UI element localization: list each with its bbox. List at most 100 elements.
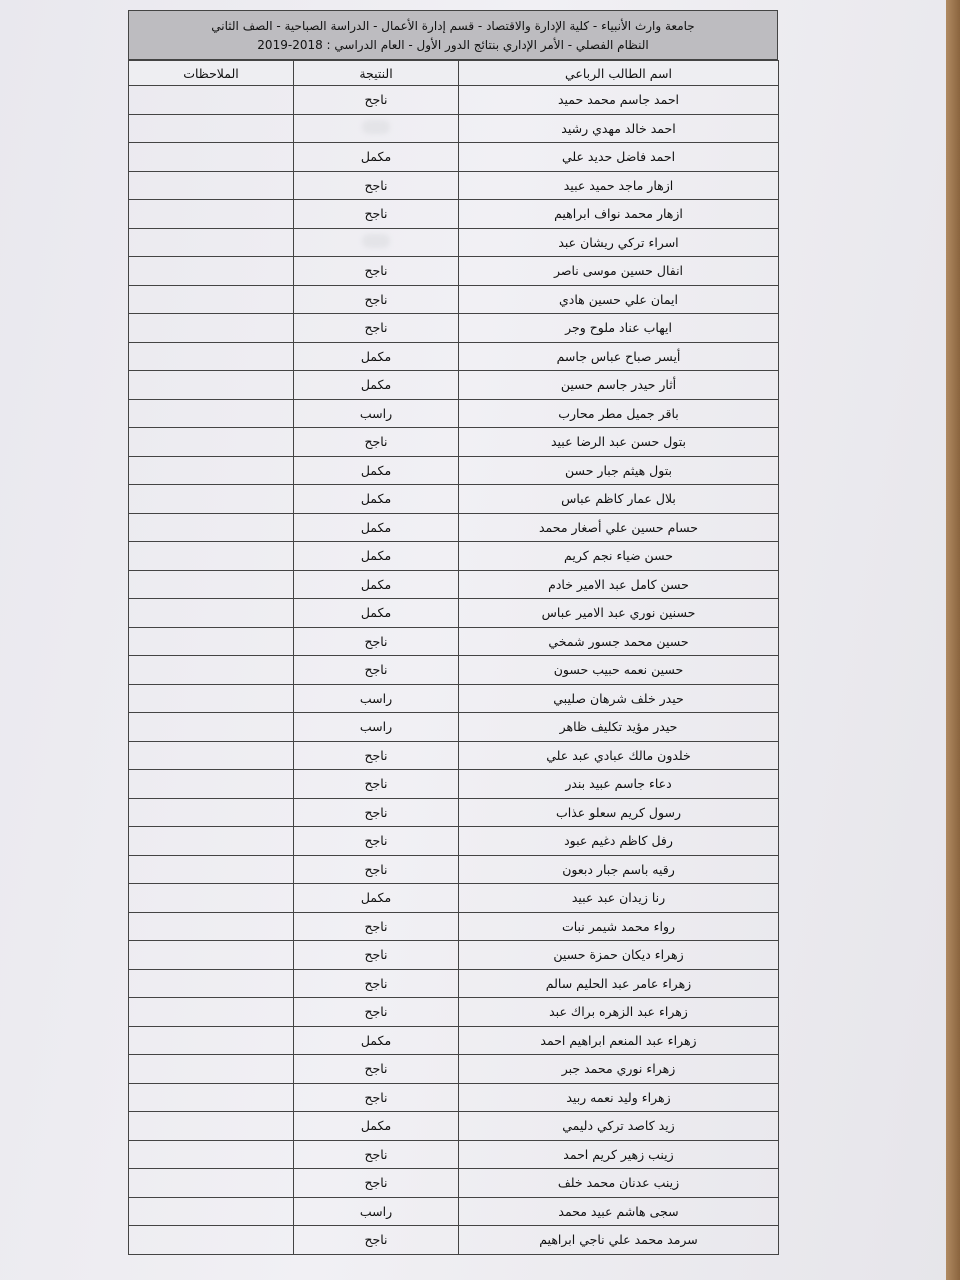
- result: مكمل: [293, 1111, 459, 1141]
- result: ناجح: [293, 769, 459, 799]
- result: راسب: [293, 712, 459, 742]
- table-row: دعاء جاسم عبيد بندر ناجح: [128, 769, 779, 799]
- table-row: زهراء ديكان حمزة حسين ناجح: [128, 940, 779, 970]
- notes-cell: [128, 1054, 294, 1084]
- result: ناجح: [293, 1168, 459, 1198]
- result: ناجح: [293, 911, 459, 941]
- student-name: زهراء ديكان حمزة حسين: [458, 940, 779, 970]
- column-header: النتيجة: [293, 60, 459, 86]
- result: مكمل: [293, 370, 459, 400]
- results-table: اسم الطالب الرباعي النتيجة الملاحظات احم…: [128, 60, 779, 1255]
- table-row: احمد جاسم محمد حميد ناجح: [128, 85, 779, 115]
- table-row: رواء محمد شيمر نبات ناجح: [128, 911, 779, 941]
- notes-cell: [128, 1025, 294, 1055]
- notes-cell: [128, 541, 294, 571]
- result: ناجح: [293, 797, 459, 827]
- notes-cell: [128, 199, 294, 229]
- notes-cell: [128, 968, 294, 998]
- student-name: حيدر خلف شرهان صليبي: [458, 683, 779, 713]
- notes-cell: [128, 826, 294, 856]
- result: ناجح: [293, 199, 459, 229]
- result: مكمل: [293, 142, 459, 172]
- student-name: سرمد محمد علي ناجي ابراهيم: [458, 1225, 779, 1255]
- student-name: رقيه باسم جبار دبعون: [458, 854, 779, 884]
- result: مكمل: [293, 883, 459, 913]
- table-row: ايهاب عناد ملوح وجر ناجح: [128, 313, 779, 343]
- result: ناجح: [293, 655, 459, 685]
- student-name: سجى هاشم عبيد محمد: [458, 1196, 779, 1226]
- table-row: زينب زهير كريم احمد ناجح: [128, 1139, 779, 1169]
- result: ناجح: [293, 427, 459, 457]
- notes-cell: [128, 1225, 294, 1255]
- result: مكمل: [293, 484, 459, 514]
- notes-cell: [128, 142, 294, 172]
- student-name: ايهاب عناد ملوح وجر: [458, 313, 779, 343]
- student-name: ازهار محمد نواف ابراهيم: [458, 199, 779, 229]
- result: مكمل: [293, 512, 459, 542]
- student-name: خلدون مالك عبادي عبد علي: [458, 740, 779, 770]
- redaction-blur: [362, 119, 390, 134]
- result: ناجح: [293, 1225, 459, 1255]
- result: ناجح: [293, 940, 459, 970]
- student-name: ايمان علي حسين هادي: [458, 284, 779, 314]
- student-name: رواء محمد شيمر نبات: [458, 911, 779, 941]
- table-row: ازهار ماجد حميد عبيد ناجح: [128, 170, 779, 200]
- notes-cell: [128, 712, 294, 742]
- table-row: حسين نعمه حبيب حسون ناجح: [128, 655, 779, 685]
- table-row: حسام حسين علي أصغار محمد مكمل: [128, 512, 779, 542]
- result: ناجح: [293, 854, 459, 884]
- table-row: انفال حسين موسى ناصر ناجح: [128, 256, 779, 286]
- table-row: ايمان علي حسين هادي ناجح: [128, 284, 779, 314]
- notes-cell: [128, 740, 294, 770]
- notes-cell: [128, 1111, 294, 1141]
- student-name: بتول حسن عبد الرضا عبيد: [458, 427, 779, 457]
- redaction-blur: [362, 233, 390, 248]
- result: ناجح: [293, 1054, 459, 1084]
- result: راسب: [293, 398, 459, 428]
- student-name: احمد خالد مهدي رشيد: [458, 113, 779, 143]
- notes-cell: [128, 854, 294, 884]
- desk-edge: [946, 0, 960, 1280]
- table-row: بتول حسن عبد الرضا عبيد ناجح: [128, 427, 779, 457]
- notes-cell: [128, 797, 294, 827]
- table-row: حسن ضياء نجم كريم مكمل: [128, 541, 779, 571]
- student-name: زهراء عبد المنعم ابراهيم احمد: [458, 1025, 779, 1055]
- notes-cell: [128, 1139, 294, 1169]
- notes-cell: [128, 484, 294, 514]
- notes-cell: [128, 113, 294, 143]
- student-name: رسول كريم سعلو عذاب: [458, 797, 779, 827]
- student-name: باقر جميل مطر محارب: [458, 398, 779, 428]
- notes-cell: [128, 398, 294, 428]
- table-row: حيدر مؤيد تكليف ظاهر راسب: [128, 712, 779, 742]
- result: ناجح: [293, 626, 459, 656]
- table-row: بلال عمار كاظم عباس مكمل: [128, 484, 779, 514]
- result-redacted: [293, 227, 459, 257]
- result: ناجح: [293, 313, 459, 343]
- result: مكمل: [293, 569, 459, 599]
- student-name: حسن ضياء نجم كريم: [458, 541, 779, 571]
- notes-cell: [128, 997, 294, 1027]
- notes-cell: [128, 598, 294, 628]
- student-name: حسين نعمه حبيب حسون: [458, 655, 779, 685]
- table-row: بتول هيثم جبار حسن مكمل: [128, 455, 779, 485]
- student-name: زينب زهير كريم احمد: [458, 1139, 779, 1169]
- student-name: حسام حسين علي أصغار محمد: [458, 512, 779, 542]
- table-row: رنا زيدان عبد عبيد مكمل: [128, 883, 779, 913]
- table-row: زهراء عامر عبد الحليم سالم ناجح: [128, 968, 779, 998]
- student-name: اسراء تركي ريشان عبد: [458, 227, 779, 257]
- table-row: ازهار محمد نواف ابراهيم ناجح: [128, 199, 779, 229]
- student-name: بتول هيثم جبار حسن: [458, 455, 779, 485]
- result: ناجح: [293, 284, 459, 314]
- table-row: أيسر صباح عباس جاسم مكمل: [128, 341, 779, 371]
- table-row: زينب عدنان محمد خلف ناجح: [128, 1168, 779, 1198]
- notes-cell: [128, 341, 294, 371]
- column-header-row: اسم الطالب الرباعي النتيجة الملاحظات: [128, 60, 779, 86]
- notes-cell: [128, 313, 294, 343]
- notes-cell: [128, 284, 294, 314]
- notes-cell: [128, 256, 294, 286]
- result: مكمل: [293, 541, 459, 571]
- student-name: أيسر صباح عباس جاسم: [458, 341, 779, 371]
- table-row: زهراء وليد نعمه ربيد ناجح: [128, 1082, 779, 1112]
- result: مكمل: [293, 598, 459, 628]
